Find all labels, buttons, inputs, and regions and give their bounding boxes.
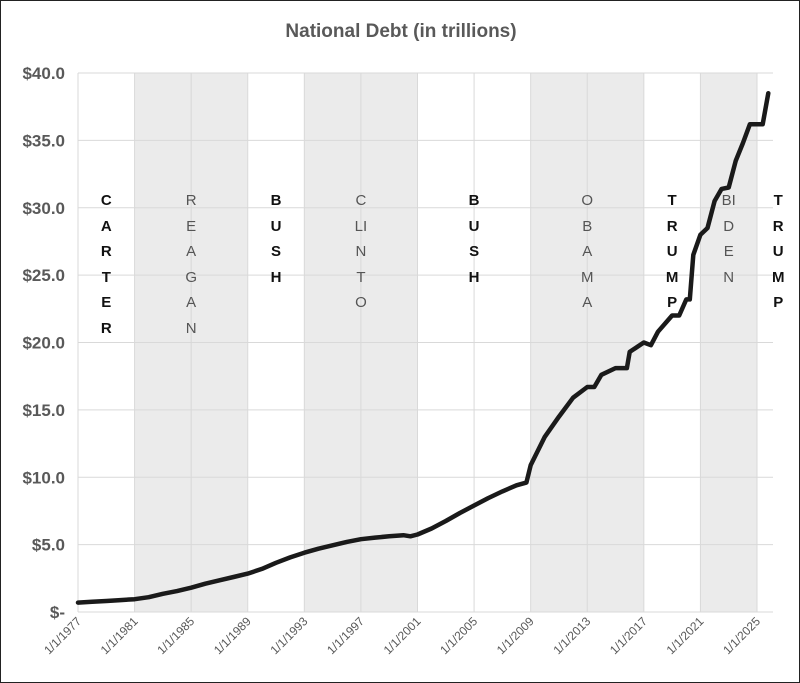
period-label-bush-2: BUSH [468,192,480,286]
period-label-clinton: CLINTO [354,192,368,311]
x-tick-label: 1/1/2017 [607,614,650,657]
y-tick-label: $20.0 [22,334,65,353]
x-tick-label: 1/1/1997 [324,614,367,657]
y-tick-label: $25.0 [22,266,65,285]
y-tick-label: $40.0 [22,64,65,83]
chart-title: National Debt (in trillions) [285,21,516,42]
debt-series-line [75,90,771,605]
x-tick-label: 1/1/1981 [98,614,141,657]
x-tick-label: 1/1/1993 [268,614,311,657]
x-tick-label: 1/1/2025 [720,614,763,657]
x-tick-label: 1/1/1985 [154,614,197,657]
period-label-reagan: REAGAN [185,192,197,337]
x-tick-label: 1/1/2021 [664,614,707,657]
x-tick-label: 1/1/2013 [550,614,593,657]
y-tick-label: $- [50,603,65,622]
y-tick-label: $5.0 [32,536,65,555]
y-tick-label: $15.0 [22,401,65,420]
y-tick-label: $10.0 [22,468,65,487]
y-tick-label: $30.0 [22,199,65,218]
x-tick-label: 1/1/2009 [494,614,537,657]
x-tick-label: 1/1/2001 [381,614,424,657]
period-label-trump-1: TRUMP [665,192,679,311]
x-tick-label: 1/1/1989 [211,614,254,657]
period-label-carter: CARTER [100,192,112,337]
period-label-trump-2: TRUMP [771,192,785,311]
period-label-biden: BIDEN [721,192,736,286]
x-tick-label: 1/1/2005 [437,614,480,657]
y-tick-label: $35.0 [22,131,65,150]
period-label-obama: OBAMA [581,192,594,311]
period-label-bush-1: BUSH [270,192,282,286]
